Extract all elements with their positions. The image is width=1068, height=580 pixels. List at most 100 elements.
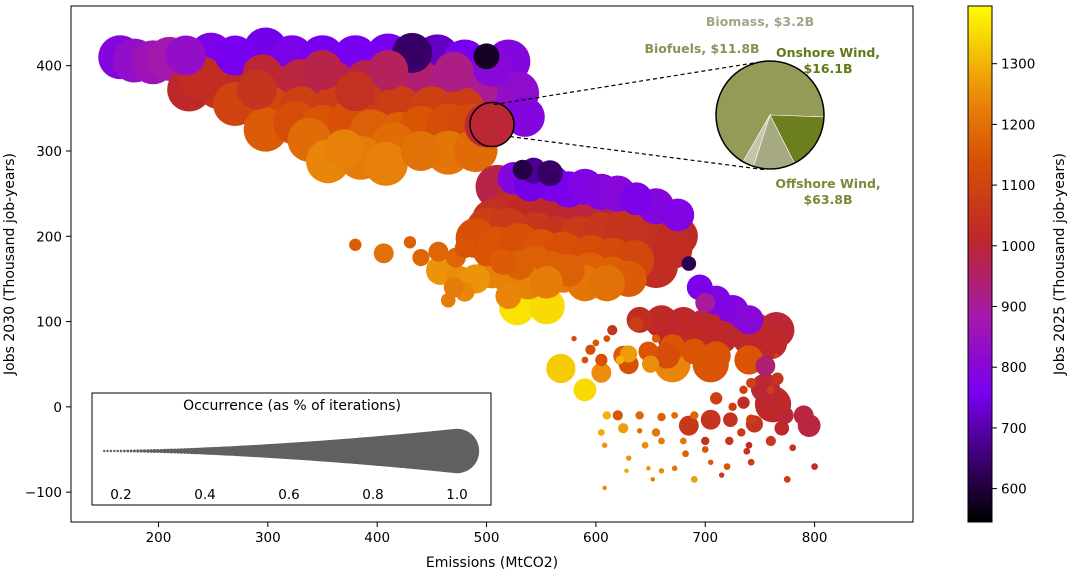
- data-bubble: [743, 447, 751, 455]
- data-bubble: [641, 441, 649, 449]
- data-bubble: [653, 342, 680, 369]
- data-bubble: [400, 130, 441, 171]
- colorbar-tick-label: 1000: [1001, 239, 1035, 255]
- data-bubble: [641, 355, 660, 373]
- x-tick-label: 200: [146, 530, 172, 546]
- data-bubble: [495, 283, 522, 309]
- y-axis: −100 0 100 200 300 400: [25, 59, 71, 501]
- data-bubble: [324, 129, 365, 170]
- data-bubble: [165, 35, 206, 76]
- data-bubble: [723, 463, 731, 470]
- size-legend-dot: [122, 449, 126, 453]
- data-bubble: [603, 335, 611, 342]
- data-bubble: [646, 466, 651, 471]
- zoom-line-upper: [493, 61, 761, 106]
- size-legend-dot: [139, 449, 143, 453]
- data-bubble: [512, 159, 533, 180]
- colorbar-tick-label: 1300: [1001, 57, 1035, 73]
- data-bubble: [602, 411, 611, 420]
- data-bubble: [618, 423, 629, 434]
- x-tick-label: 700: [692, 530, 718, 546]
- data-bubble: [690, 411, 699, 420]
- data-bubble: [595, 353, 608, 367]
- data-bubble: [718, 472, 725, 478]
- data-bubble: [504, 96, 545, 137]
- data-bubble: [766, 385, 776, 394]
- data-bubble: [747, 458, 755, 466]
- zoom-connector-lines: [493, 61, 768, 171]
- data-bubble: [681, 338, 708, 365]
- size-legend-dot: [116, 449, 119, 453]
- data-bubble: [701, 446, 709, 453]
- pie-label: Biofuels, $11.8B: [644, 41, 759, 56]
- data-bubble: [403, 236, 417, 249]
- size-legend-marks: 0.2 0.4 0.6 0.8 1.0: [103, 428, 480, 503]
- data-bubble: [528, 288, 565, 325]
- y-tick-label: 0: [53, 400, 62, 416]
- data-bubble: [789, 444, 797, 452]
- data-bubble: [725, 436, 734, 446]
- size-legend-dot: [126, 449, 130, 453]
- pie-label: Offshore Wind, $63.8B: [775, 176, 880, 207]
- data-bubble: [597, 429, 605, 436]
- x-tick-label: 300: [255, 530, 281, 546]
- data-bubble: [536, 160, 563, 187]
- data-bubble: [793, 405, 814, 426]
- data-bubble: [349, 238, 362, 251]
- data-bubble: [765, 435, 776, 447]
- colorbar-tick-label: 800: [1001, 360, 1027, 376]
- size-legend-dot: [119, 449, 123, 453]
- colorbar-tick-label: 900: [1001, 299, 1027, 315]
- size-legend-title: Occurrence (as % of iterations): [183, 398, 401, 414]
- x-axis-label: Emissions (MtCO2): [426, 555, 558, 571]
- data-bubble: [657, 412, 666, 422]
- data-bubble: [428, 241, 449, 262]
- colorbar: 600 700 800 900 1000 1100 1200 1300 Jobs 2025 (…: [967, 5, 1068, 523]
- data-bubble: [651, 334, 661, 343]
- data-bubble: [636, 428, 643, 434]
- colorbar-gradient-bar: [967, 5, 993, 523]
- size-legend-tick: 0.8: [362, 487, 383, 503]
- data-bubble: [629, 316, 644, 332]
- data-bubble: [454, 238, 475, 259]
- data-bubble: [620, 345, 638, 363]
- data-bubble: [710, 392, 723, 405]
- data-bubble: [774, 353, 779, 358]
- data-bubble: [546, 353, 576, 384]
- data-bubble: [737, 396, 750, 409]
- data-bubble: [734, 305, 764, 335]
- size-legend-tick: 0.2: [110, 487, 131, 503]
- data-bubble: [588, 265, 625, 302]
- data-bubble: [624, 468, 629, 474]
- data-bubble: [489, 248, 516, 275]
- data-bubble: [573, 378, 597, 402]
- data-bubble: [620, 182, 653, 216]
- data-bubble: [700, 409, 721, 430]
- colorbar-ticks: 600 700 800 900 1000 1100 1200 1300: [992, 57, 1035, 498]
- pie-chart: Offshore Wind, $63.8B Onshore Wind, $16.1B B…: [644, 14, 880, 207]
- data-bubble: [682, 450, 689, 458]
- data-bubble: [651, 428, 661, 437]
- data-bubble: [658, 437, 665, 445]
- x-tick-label: 800: [802, 530, 828, 546]
- size-legend-dot: [132, 449, 136, 453]
- size-legend-dot: [146, 449, 150, 453]
- colorbar-tick-label: 1200: [1001, 117, 1035, 133]
- data-bubble: [571, 335, 577, 342]
- size-legend-tick: 0.4: [194, 487, 215, 503]
- data-bubble: [774, 420, 790, 436]
- data-bubble: [625, 455, 632, 461]
- size-legend-dot: [142, 449, 147, 453]
- data-bubble: [739, 385, 748, 394]
- size-legend-dot: [106, 449, 109, 453]
- x-tick-label: 600: [583, 530, 609, 546]
- x-axis: 200 300 400 500 600 700 800: [146, 522, 828, 546]
- data-bubble: [776, 406, 794, 424]
- size-legend-tick: 0.6: [278, 487, 299, 503]
- data-bubble: [771, 372, 784, 385]
- data-bubble: [612, 410, 623, 421]
- data-bubble: [754, 326, 788, 360]
- zoom-line-lower: [509, 135, 768, 171]
- size-legend-dot: [103, 449, 106, 453]
